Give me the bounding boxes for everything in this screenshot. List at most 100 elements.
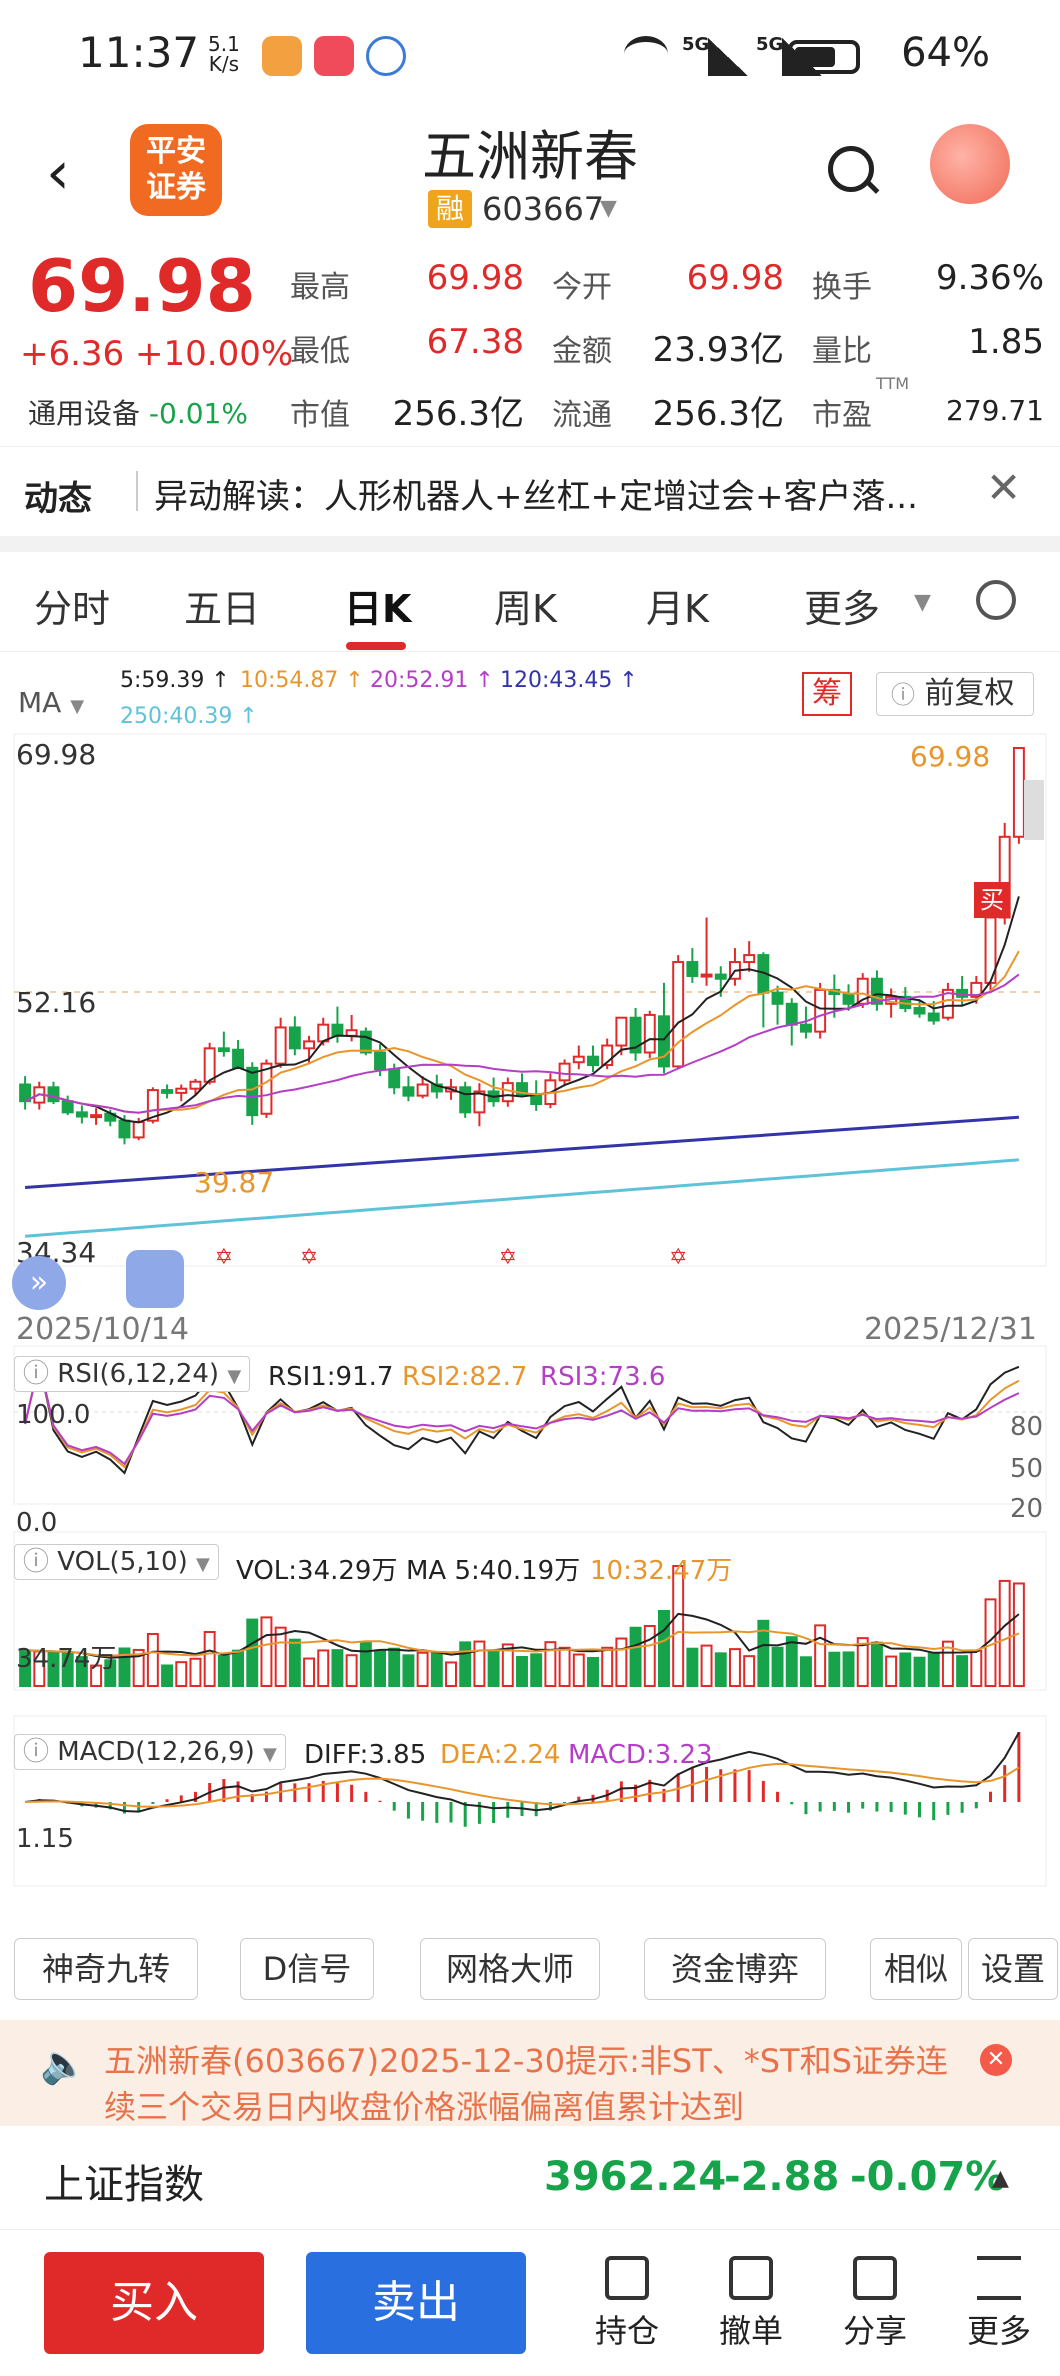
candle-body bbox=[132, 1121, 145, 1139]
tab-weekly-k[interactable]: 周K bbox=[494, 587, 557, 631]
broker-logo[interactable]: 平安 证券 bbox=[130, 124, 222, 216]
candle-body bbox=[217, 1047, 230, 1053]
settings-button[interactable]: 设置 bbox=[968, 1938, 1058, 2000]
vol-indicator-selector[interactable]: ⓘ VOL(5,10) ▼ bbox=[14, 1544, 219, 1580]
back-chevron-icon[interactable]: ‹ bbox=[46, 138, 70, 208]
info-icon: ⓘ bbox=[891, 681, 915, 709]
volume-bar bbox=[175, 1661, 188, 1688]
candle-body bbox=[785, 1002, 798, 1026]
amount-label: 金额 bbox=[552, 334, 612, 369]
signal-5g-1-label: 5G bbox=[682, 34, 710, 55]
volume-frame bbox=[13, 1531, 1047, 1691]
chip-distribution-button[interactable]: 筹 bbox=[802, 672, 852, 716]
share-button[interactable]: 分享 bbox=[830, 2256, 920, 2352]
volume-bar bbox=[885, 1655, 898, 1687]
candle-body bbox=[814, 988, 827, 1033]
status-bar: 11:37 5.1 K/s 5G 5G 64% bbox=[0, 0, 1060, 110]
position-button[interactable]: 持仓 bbox=[582, 2256, 672, 2352]
candle-body bbox=[47, 1086, 60, 1103]
ma5-value: 5:59.39 ↑ bbox=[120, 668, 230, 693]
volume-bar bbox=[473, 1640, 486, 1688]
candle-body bbox=[1012, 747, 1025, 838]
open-value: 69.98 bbox=[686, 258, 784, 298]
volume-bar bbox=[402, 1654, 415, 1687]
volume-bar bbox=[132, 1648, 145, 1687]
volume-bar bbox=[331, 1649, 344, 1688]
ma10-value: 10:54.87 ↑ bbox=[240, 668, 364, 693]
tab-five-day[interactable]: 五日 bbox=[184, 587, 261, 631]
close-icon[interactable]: ✕ bbox=[986, 463, 1022, 512]
more-button[interactable]: 更多 bbox=[954, 2256, 1044, 2352]
assistant-avatar[interactable] bbox=[930, 124, 1010, 204]
sync-app-icon bbox=[366, 36, 406, 76]
buy-signal-marker: 买 bbox=[974, 882, 1010, 918]
close-icon[interactable]: ✕ bbox=[980, 2044, 1012, 2076]
tab-monthly-k[interactable]: 月K bbox=[646, 587, 709, 631]
rsi-label: RSI(6,12,24) bbox=[57, 1359, 220, 1389]
similar-button[interactable]: 相似 bbox=[870, 1938, 962, 2000]
tab-more[interactable]: 更多 bbox=[804, 587, 881, 631]
macd-indicator-selector[interactable]: ⓘ MACD(12,26,9) ▼ bbox=[14, 1734, 286, 1770]
rsi1-value: RSI1:91.7 bbox=[268, 1362, 394, 1392]
low-label: 最低 bbox=[290, 334, 350, 369]
net-speed-unit: K/s bbox=[208, 52, 240, 76]
volume-bar bbox=[274, 1626, 287, 1687]
tab-daily-k[interactable]: 日K bbox=[344, 587, 412, 631]
candle-body bbox=[274, 1026, 287, 1065]
low-value: 67.38 bbox=[426, 322, 524, 362]
stock-name[interactable]: 五洲新春 bbox=[422, 125, 638, 188]
expand-chart-icon[interactable]: » bbox=[12, 1256, 66, 1310]
candle-body bbox=[501, 1082, 514, 1103]
ma-indicator-label[interactable]: MA ▼ bbox=[18, 686, 84, 719]
candle-body bbox=[601, 1044, 614, 1067]
candle-body bbox=[359, 1030, 372, 1054]
news-ticker[interactable]: 动态 异动解读：人形机器人+丝杠+定增过会+客户落... ✕ bbox=[0, 446, 1060, 536]
ma10-line bbox=[24, 950, 1020, 1114]
search-icon[interactable] bbox=[828, 146, 874, 192]
volume-bar bbox=[658, 1609, 670, 1688]
candle-body bbox=[870, 977, 883, 1005]
kline-chart-area[interactable]: ✡ ✡ ✡ ✡ bbox=[0, 652, 1060, 1928]
candle-body bbox=[416, 1083, 429, 1097]
candle-body bbox=[473, 1090, 486, 1114]
chart-scroll-handle[interactable] bbox=[1024, 780, 1044, 840]
candle-body bbox=[658, 1015, 670, 1068]
risk-notice-banner[interactable]: 🔈 五洲新春(603667)2025-12-30提示:非ST、*ST和S证券连续… bbox=[0, 2020, 1060, 2126]
more-dropdown-icon[interactable]: ▼ bbox=[914, 590, 931, 615]
volume-bar bbox=[75, 1656, 88, 1687]
volume-bar bbox=[998, 1579, 1011, 1688]
d-signal-button[interactable]: D信号 bbox=[240, 1938, 374, 2000]
turnover-label: 换手 bbox=[812, 270, 872, 305]
rsi-level-20: 20 bbox=[1010, 1494, 1044, 1524]
candle-body bbox=[118, 1119, 131, 1139]
code-dropdown-icon[interactable]: ▼ bbox=[600, 196, 617, 221]
sector-info[interactable]: 通用设备 -0.01% bbox=[28, 392, 248, 432]
grid-master-button[interactable]: 网格大师 bbox=[420, 1938, 600, 2000]
battery-level bbox=[795, 47, 835, 67]
volume-bar bbox=[643, 1625, 656, 1687]
capital-game-button[interactable]: 资金博弈 bbox=[644, 1938, 826, 2000]
stock-code[interactable]: 603667 bbox=[482, 190, 605, 228]
buy-button[interactable]: 买入 bbox=[44, 2252, 264, 2354]
candle-body bbox=[643, 1013, 656, 1054]
adjust-mode-button[interactable]: ⓘ 前复权 bbox=[876, 672, 1034, 716]
news-text[interactable]: 异动解读：人形机器人+丝杠+定增过会+客户落... bbox=[154, 477, 918, 517]
rsi-level-80: 80 bbox=[1010, 1412, 1044, 1442]
sector-name: 通用设备 bbox=[28, 397, 141, 430]
rsi-indicator-selector[interactable]: ⓘ RSI(6,12,24) ▼ bbox=[14, 1356, 251, 1392]
chevron-up-icon[interactable]: ▲ bbox=[992, 2166, 1009, 2191]
signal-bars-1-icon bbox=[708, 38, 748, 76]
notice-text: 五洲新春(603667)2025-12-30提示:非ST、*ST和S证券连续三个… bbox=[104, 2042, 948, 2126]
candle-body bbox=[260, 1062, 273, 1115]
index-ticker[interactable]: 上证指数 3962.24 -2.88 -0.07% ▲ bbox=[0, 2126, 1060, 2230]
settings-gear-icon[interactable] bbox=[976, 580, 1016, 620]
cancel-order-button[interactable]: 撤单 bbox=[706, 2256, 796, 2352]
volume-bar bbox=[445, 1661, 457, 1687]
sell-button[interactable]: 卖出 bbox=[306, 2252, 526, 2354]
fullscreen-icon[interactable] bbox=[126, 1250, 184, 1308]
magic-nine-button[interactable]: 神奇九转 bbox=[14, 1938, 198, 2000]
tab-intraday[interactable]: 分时 bbox=[34, 587, 111, 631]
position-icon bbox=[605, 2256, 649, 2300]
rsi3-value: RSI3:73.6 bbox=[540, 1362, 666, 1392]
main-chart-frame bbox=[13, 733, 1047, 1267]
